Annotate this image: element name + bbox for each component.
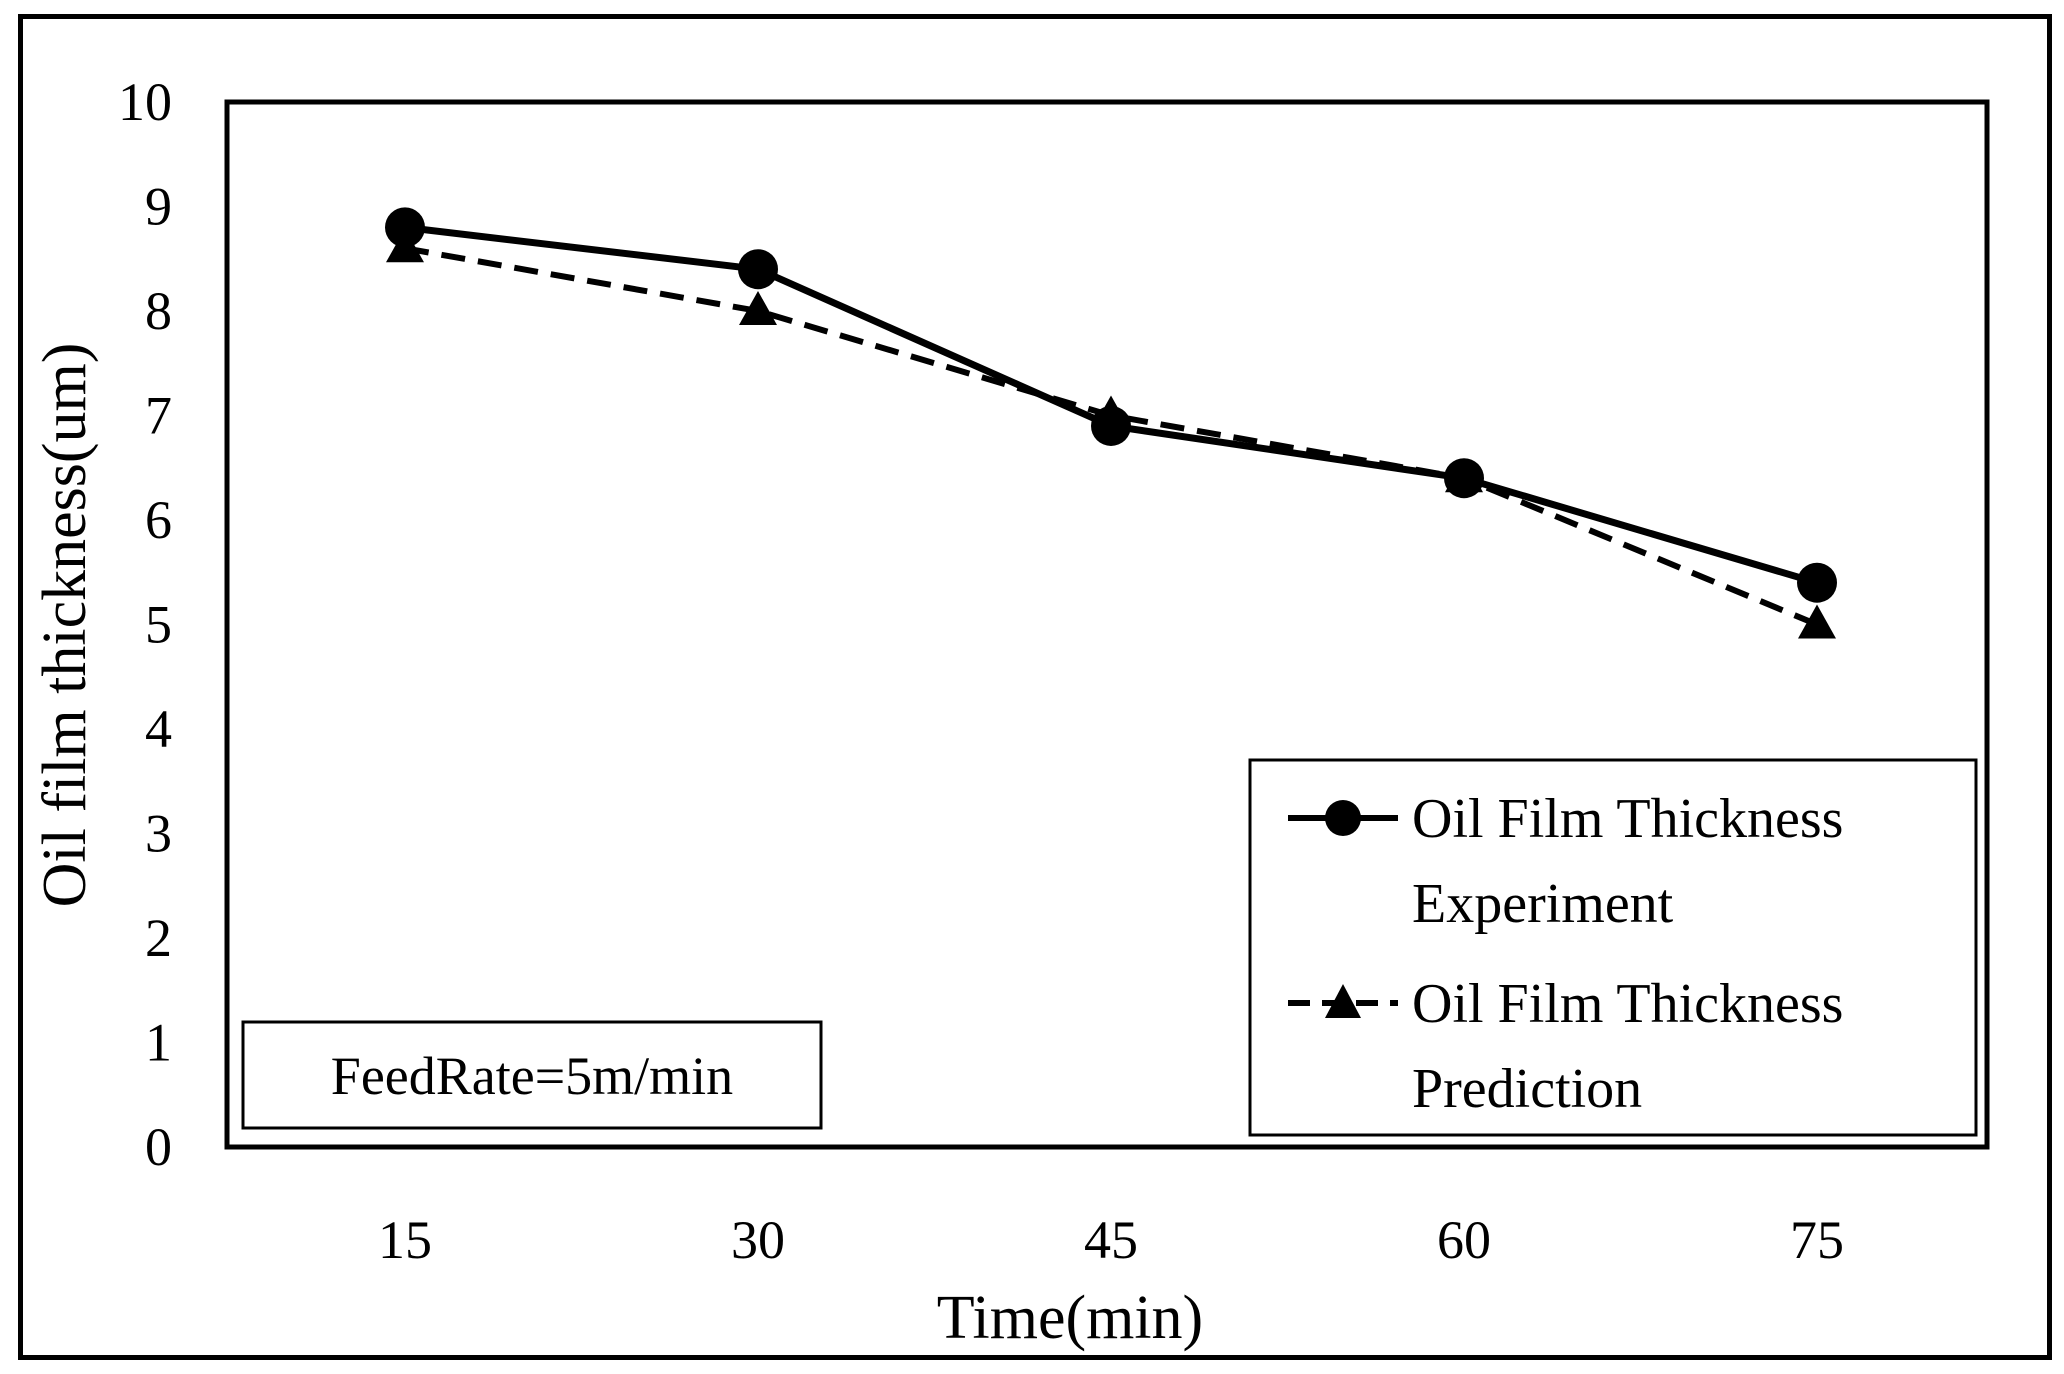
y-tick-label-5: 5 xyxy=(145,595,172,655)
legend-prediction-marker xyxy=(1325,984,1361,1018)
data-point-experiment-15 xyxy=(385,207,425,248)
data-point-prediction-30 xyxy=(739,291,777,325)
y-axis-title: Oil film thickness(um) xyxy=(31,343,99,908)
series-layer xyxy=(385,207,1837,639)
legend-box xyxy=(1248,758,1978,1137)
y-tick-label-4: 4 xyxy=(145,699,172,759)
data-point-experiment-45 xyxy=(1091,405,1131,446)
legend: Oil Film Thickness Experiment Oil Film T… xyxy=(1248,758,1978,1137)
series-experiment xyxy=(385,207,1837,603)
annotation-text: FeedRate=5m/min xyxy=(331,1046,733,1106)
y-tick-label-2: 2 xyxy=(145,908,172,968)
x-axis-title: Time(min) xyxy=(937,1284,1203,1352)
x-tick-label-60: 60 xyxy=(1437,1210,1491,1270)
x-tick-label-45: 45 xyxy=(1084,1210,1138,1270)
legend-prediction-label-line1: Oil Film Thickness xyxy=(1412,973,1843,1035)
feedrate-annotation: FeedRate=5m/min xyxy=(241,1020,823,1130)
y-tick-label-8: 8 xyxy=(145,281,172,341)
legend-experiment-label-line2: Experiment xyxy=(1412,873,1674,935)
y-tick-label-10: 10 xyxy=(118,72,172,132)
y-tick-label-9: 9 xyxy=(145,177,172,237)
y-tick-label-1: 1 xyxy=(145,1013,172,1073)
data-point-experiment-30 xyxy=(738,249,778,290)
plot-area xyxy=(224,99,1990,1150)
x-tick-label-75: 75 xyxy=(1790,1210,1844,1270)
y-tick-label-7: 7 xyxy=(145,386,172,446)
data-point-experiment-60 xyxy=(1444,458,1484,499)
legend-experiment-marker xyxy=(1325,800,1361,836)
y-tick-label-6: 6 xyxy=(145,490,172,550)
annotation-box xyxy=(241,1020,823,1130)
x-tick-label-30: 30 xyxy=(731,1210,785,1270)
x-tick-label-15: 15 xyxy=(378,1210,432,1270)
y-axis-ticks: 0 1 2 3 4 5 6 7 8 9 10 xyxy=(118,72,172,1177)
legend-prediction-label-line2: Prediction xyxy=(1412,1058,1642,1120)
x-axis-ticks: 15 30 45 60 75 xyxy=(378,1210,1844,1270)
data-point-experiment-75 xyxy=(1797,562,1837,603)
legend-experiment-label-line1: Oil Film Thickness xyxy=(1412,788,1843,850)
y-tick-label-0: 0 xyxy=(145,1117,172,1177)
chart-frame xyxy=(18,14,2052,1360)
y-tick-label-3: 3 xyxy=(145,804,172,864)
data-point-prediction-75 xyxy=(1798,604,1836,639)
